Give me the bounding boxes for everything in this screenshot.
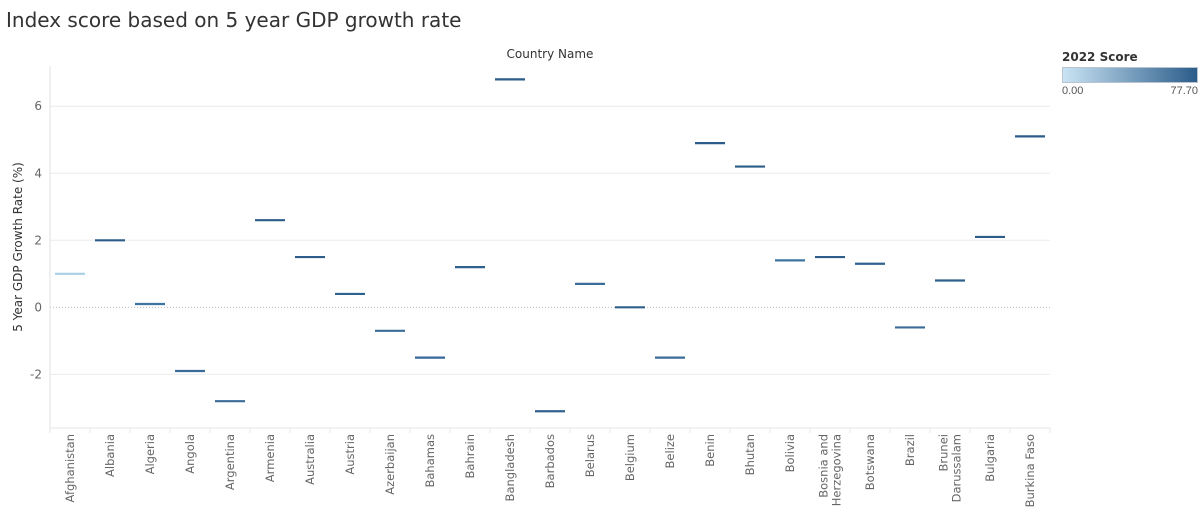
x-tick-label: Bhutan bbox=[743, 434, 757, 475]
x-tick-label: Argentina bbox=[223, 434, 237, 490]
x-tick-label: Benin bbox=[703, 434, 717, 467]
x-tick-label: Belgium bbox=[623, 434, 637, 481]
x-tick-label: Burkina Faso bbox=[1023, 434, 1037, 507]
x-tick-label: Armenia bbox=[263, 434, 277, 482]
x-tick-label: Albania bbox=[103, 434, 117, 477]
x-tick-label: Bulgaria bbox=[983, 434, 997, 482]
x-tick-label: Botswana bbox=[863, 434, 877, 490]
y-tick-label: -2 bbox=[30, 367, 42, 381]
y-tick-label: 6 bbox=[34, 99, 42, 113]
x-tick-label: Azerbaijan bbox=[383, 434, 397, 495]
chart-title: Index score based on 5 year GDP growth r… bbox=[6, 8, 462, 32]
legend-title: 2022 Score bbox=[1062, 50, 1138, 64]
x-tick-label: Brazil bbox=[903, 434, 917, 466]
y-tick-label: 2 bbox=[34, 233, 42, 247]
column-header: Country Name bbox=[507, 47, 594, 61]
x-tick-label: Bolivia bbox=[783, 434, 797, 472]
x-tick-label: Afghanistan bbox=[63, 434, 77, 502]
x-tick-label: Barbados bbox=[543, 434, 557, 488]
legend-max-label: 77.70 bbox=[1170, 85, 1198, 97]
x-tick-label: Darussalam bbox=[950, 434, 964, 502]
x-tick-label: Bahrain bbox=[463, 434, 477, 478]
y-tick-label: 4 bbox=[34, 166, 42, 180]
x-tick-label: Australia bbox=[303, 434, 317, 485]
x-tick-label: Bosnia and bbox=[817, 434, 831, 498]
x-tick-label: Austria bbox=[343, 434, 357, 475]
x-tick-label: Belarus bbox=[583, 434, 597, 477]
legend-gradient-bar bbox=[1062, 67, 1198, 83]
x-tick-label: Brunei bbox=[937, 434, 951, 471]
legend-min-label: 0.00 bbox=[1062, 85, 1084, 97]
x-tick-label: Bangladesh bbox=[503, 434, 517, 501]
color-legend: 2022 Score 0.00 77.70 bbox=[1062, 50, 1198, 97]
x-tick-label: Bahamas bbox=[423, 434, 437, 488]
y-axis-label: 5 Year GDP Growth Rate (%) bbox=[11, 162, 25, 332]
y-tick-label: 0 bbox=[34, 300, 42, 314]
x-tick-label: Algeria bbox=[143, 434, 157, 474]
x-tick-label: Belize bbox=[663, 434, 677, 468]
x-tick-label: Angola bbox=[183, 434, 197, 474]
x-tick-label: Herzegovina bbox=[830, 434, 844, 506]
